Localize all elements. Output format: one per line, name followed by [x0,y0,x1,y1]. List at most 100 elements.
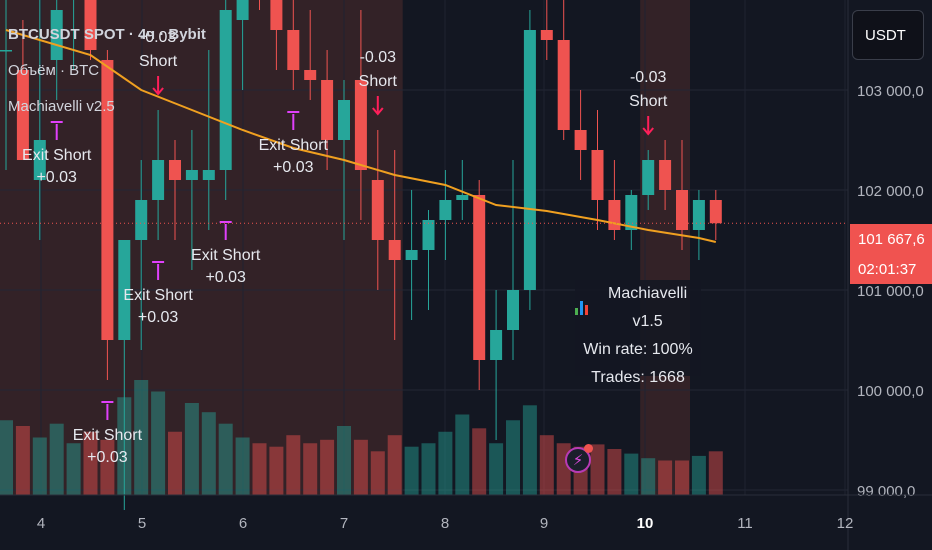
exit-short-label: Exit Short [22,147,92,164]
candle-body[interactable] [321,80,334,140]
candle-body[interactable] [270,0,283,30]
volume-bar [15,426,30,495]
stats-title: Machiavelli v1.5 [608,285,688,330]
volume-bar [66,443,81,495]
volume-bar [421,443,436,495]
short-label: Short [629,93,668,110]
candle-body[interactable] [473,195,486,360]
candle-body[interactable] [101,60,114,340]
candle-body[interactable] [354,80,367,170]
short-arrow [642,127,654,136]
volume-bar [438,431,453,495]
moving-average-line [5,29,717,243]
lightning-icon[interactable]: ⚡ [565,447,591,473]
x-tick-label: 7 [340,515,348,532]
exit-short-label: Exit Short [191,247,261,264]
volume-bar [337,426,351,495]
candle-body[interactable] [490,330,503,360]
candle-body[interactable] [456,195,469,200]
x-tick-label: 11 [737,515,753,532]
y-tick-label: 101 000,0 [857,283,924,300]
volume-bar [489,443,504,495]
candle-body[interactable] [608,200,621,230]
candle-body[interactable] [591,150,604,200]
y-tick-label: 103 000,0 [857,83,924,100]
candle-body[interactable] [625,195,638,230]
candle-body[interactable] [574,130,587,150]
short-label: Short [139,53,178,70]
volume-bar [134,380,149,495]
volume-bar [0,420,13,495]
candle-body[interactable] [236,0,249,20]
x-tick-label: 9 [540,515,548,532]
candle-body[interactable] [0,50,12,52]
candle-body[interactable] [659,160,672,190]
volume-bar [624,453,639,495]
candle-body[interactable] [33,140,46,180]
strategy-stats-panel: Machiavelli v1.5 Win rate: 100% Trades: … [575,280,701,386]
candle-body[interactable] [371,180,384,240]
volume-bar [522,405,537,495]
volume-bar [691,455,706,495]
candle-body[interactable] [439,200,452,220]
volume-bar [675,460,689,495]
candle-body[interactable] [405,250,418,260]
volume-bar [539,435,554,495]
volume-bar [320,439,335,495]
short-arrow [372,107,384,116]
stats-win-rate: Win rate: 100% [583,341,693,358]
candle-body[interactable] [84,0,97,50]
symbol-title[interactable]: BTCUSDT SPOT · 4ч · Bybit [8,26,206,43]
exit-profit-label: +0.03 [87,449,128,466]
x-tick-label: 5 [138,515,146,532]
candle-body[interactable] [185,170,198,180]
candle-body[interactable] [219,10,232,170]
exit-short-label: Exit Short [73,427,143,444]
candle-body[interactable] [676,190,688,230]
short-pnl-label: -0.03 [630,69,667,86]
candle-body[interactable] [557,40,570,130]
candle-body[interactable] [507,290,519,330]
volume-bar [708,451,723,495]
trade-zone-shade [0,0,403,495]
volume-bar [286,435,301,495]
candle-body[interactable] [287,30,300,70]
candle-body[interactable] [152,160,165,200]
volume-bar [590,444,605,495]
volume-label[interactable]: Объём · BTC [8,62,100,79]
volume-bar [49,423,64,495]
candle-body[interactable] [338,100,350,140]
candle-body[interactable] [50,10,63,60]
volume-bar [201,412,216,495]
candle-body[interactable] [422,220,435,250]
volume-bar [607,449,622,495]
candle-body[interactable] [540,30,553,40]
x-tick-label: 4 [37,515,45,532]
volume-bar [184,403,199,495]
candle-body[interactable] [692,200,705,230]
exit-profit-label: +0.03 [273,159,314,176]
currency-button[interactable]: USDT [852,10,924,60]
candle-body[interactable] [16,70,29,160]
candle-body[interactable] [135,200,148,240]
bar-chart-icon [575,301,588,315]
candle-body[interactable] [118,240,131,340]
countdown-badge: 02:01:37 [850,256,932,284]
candle-body[interactable] [523,30,536,290]
y-tick-label: 99 000,0 [857,483,915,500]
candle-body[interactable] [709,200,722,224]
candle-body[interactable] [202,170,215,180]
candle-body[interactable] [169,160,181,180]
volume-bar [658,460,673,495]
x-tick-label: 10 [637,515,654,532]
candle-body[interactable] [304,70,317,80]
candle-body[interactable] [388,240,401,260]
volume-bar [472,428,487,495]
volume-bar [100,439,115,495]
indicator-label[interactable]: Machiavelli v2.5 [8,98,115,115]
volume-bar [151,391,166,495]
candle-body[interactable] [642,160,655,195]
volume-bar [455,414,470,495]
short-label: Short [359,73,398,90]
